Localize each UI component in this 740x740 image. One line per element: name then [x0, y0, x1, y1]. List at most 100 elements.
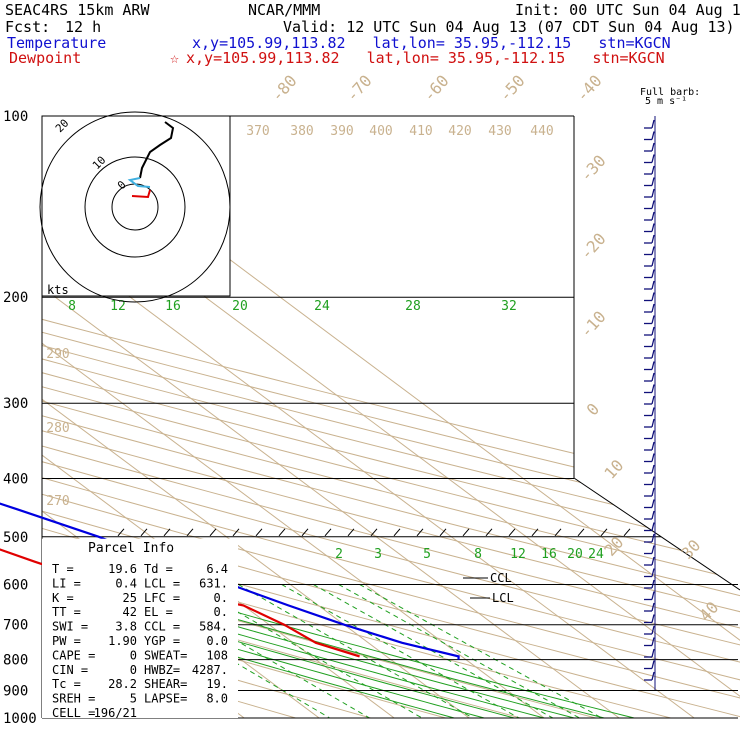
- parcel-info-label: HWBZ=: [144, 663, 180, 677]
- parcel-info-value: 25: [123, 591, 137, 605]
- wind-barb-flag: [651, 234, 655, 244]
- dry-adiabat: [42, 116, 596, 718]
- wind-barb-flag: [651, 292, 655, 301]
- theta-label: 430: [488, 124, 511, 139]
- isotherm: [42, 116, 620, 718]
- hatch-mark: [140, 528, 148, 537]
- hatch-mark: [232, 528, 240, 537]
- moist-adiabat-label: 32: [501, 299, 517, 314]
- barb-legend-units: 5 m s⁻¹: [645, 96, 687, 107]
- hatch-mark: [347, 528, 355, 537]
- wind-barb-flag: [651, 338, 655, 347]
- dry-adiabat: [42, 116, 740, 718]
- hodograph-units: kts: [47, 283, 69, 297]
- isotherm-label: 0: [583, 399, 604, 419]
- hatch-mark: [255, 528, 263, 537]
- parcel-info-value: 28.2: [108, 677, 137, 691]
- wind-barb-flag: [651, 476, 655, 485]
- parcel-info-label: K =: [52, 591, 74, 605]
- theta-label: 410: [409, 124, 432, 139]
- isotherm-label: -40: [572, 71, 605, 105]
- isotherm-label: -50: [495, 71, 528, 105]
- parcel-info-label: LAPSE=: [144, 692, 187, 706]
- moist-adiabat-label: 28: [405, 299, 421, 314]
- mixing-ratio-line: [359, 583, 603, 718]
- isotherm: [42, 116, 470, 718]
- parcel-info-box: Parcel Info T = 19.6 Td = 6.4 LI = 0.4 LCL = 631…: [42, 538, 238, 720]
- theta-label: 380: [290, 124, 313, 139]
- wind-barb-flag: [651, 384, 655, 393]
- center-title: NCAR/MMM: [248, 1, 321, 19]
- parcel-info-label: EL =: [144, 605, 173, 619]
- pressure-tick-label: 1000: [3, 711, 37, 727]
- parcel-info-value: 5: [130, 692, 137, 706]
- wind-barbs: [644, 116, 656, 690]
- fcst-label: Fcst:: [5, 18, 51, 36]
- pressure-tick-label: 700: [3, 618, 28, 634]
- hodograph-ring: [84, 156, 186, 258]
- hatch-mark: [370, 528, 378, 537]
- theta-label: 280: [46, 421, 69, 436]
- hatch-mark: [508, 528, 516, 537]
- hatch-mark: [278, 528, 286, 537]
- isotherm: [42, 116, 545, 718]
- parcel-info-label: T =: [52, 562, 74, 576]
- parcel-info-value: 108: [206, 648, 228, 662]
- parcel-info-value: 0: [130, 648, 137, 662]
- hatch-mark: [600, 528, 608, 537]
- theta-label: 440: [530, 124, 553, 139]
- wind-barb-flag: [651, 660, 655, 669]
- wind-barb-flag: [651, 280, 655, 290]
- dry-adiabat: [42, 116, 446, 718]
- hatch-mark: [623, 528, 631, 537]
- wind-barb-flag: [651, 602, 655, 612]
- pressure-tick-label: 200: [3, 290, 28, 306]
- pressure-tick-label: 900: [3, 683, 28, 699]
- wind-barb-flag: [651, 223, 655, 232]
- parcel-info-label: LCL =: [144, 576, 180, 590]
- wind-barb-flag: [651, 303, 655, 313]
- dry-adiabat: [42, 116, 740, 718]
- dewpoint-location-info: x,y=105.99,113.82 lat,lon= 35.95,-112.15…: [186, 49, 665, 67]
- mixing-ratio-label: 16: [541, 547, 557, 562]
- wind-barb-flag: [651, 591, 655, 600]
- wind-barb-flag: [651, 154, 655, 163]
- wind-barb-flag: [651, 246, 655, 255]
- frame-diagonal: [573, 477, 740, 591]
- dewpoint-profile: [0, 548, 360, 658]
- wind-barb-flag: [651, 361, 655, 370]
- mixing-ratio-label: 3: [374, 547, 382, 562]
- ccl-label: CCL: [490, 571, 512, 585]
- wind-barb-flag: [651, 545, 655, 554]
- hodograph-frame: [41, 115, 231, 297]
- moist-adiabat-label: 16: [165, 299, 181, 314]
- isotherm-label: -60: [419, 71, 452, 105]
- parcel-info-label: YGP =: [144, 634, 180, 648]
- isotherm-label: -80: [267, 71, 300, 105]
- dry-adiabat: [42, 116, 740, 718]
- pressure-tick-label: 100: [3, 109, 28, 125]
- wind-barb-flag: [651, 131, 655, 140]
- wind-barb-flag: [651, 464, 655, 474]
- wind-barb-flag: [651, 430, 655, 439]
- mixing-ratio-label: 24: [588, 547, 604, 562]
- wind-barb-flag: [651, 579, 655, 589]
- wind-barb-flag: [651, 211, 655, 221]
- temperature-profile: [0, 502, 460, 660]
- pressure-tick-label: 400: [3, 471, 28, 487]
- hatch-mark: [186, 528, 194, 537]
- mixing-ratio-line: [238, 583, 474, 718]
- mixing-ratio-line: [281, 583, 520, 718]
- wind-barb-flag: [651, 326, 655, 336]
- mixing-ratio-label: 12: [510, 547, 526, 562]
- hatch-mark: [301, 528, 309, 537]
- theta-label: 420: [448, 124, 471, 139]
- wind-barb-flag: [651, 349, 655, 359]
- theta-label: 390: [330, 124, 353, 139]
- hatch-mark: [439, 528, 447, 537]
- parcel-info-background: [42, 538, 238, 718]
- pressure-tick-label: 600: [3, 577, 28, 593]
- wind-barb-flag: [651, 257, 655, 267]
- parcel-info-value: 8.0: [206, 692, 228, 706]
- mixing-ratio-label: 5: [423, 547, 431, 562]
